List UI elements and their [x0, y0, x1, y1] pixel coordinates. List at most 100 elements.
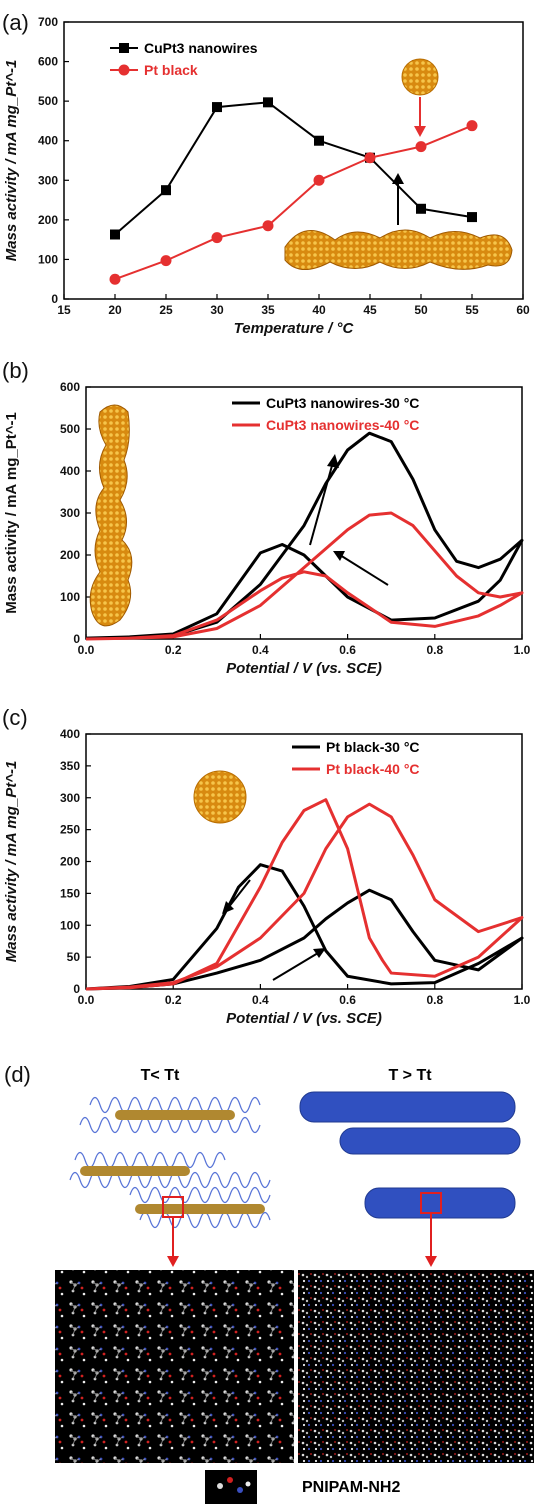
- series-line-2: [85, 511, 524, 641]
- y-tick-label: 0: [73, 982, 80, 996]
- series-a: [109, 97, 478, 285]
- x-tick-label: 0.8: [426, 643, 443, 657]
- black-arrowhead-a: [392, 173, 404, 184]
- y-tick-label: 0: [73, 632, 80, 646]
- data-point: [262, 220, 274, 232]
- legend-marker: [118, 64, 130, 76]
- data-point: [416, 203, 426, 214]
- legend-label: CuPt3 nanowires-30 °C: [266, 395, 419, 411]
- legend-a: CuPt3 nanowires Pt black: [110, 40, 258, 78]
- legend-label: Pt black-30 °C: [326, 739, 420, 755]
- high-temperature-label: T > Tt: [388, 1067, 432, 1084]
- forward-arrowhead-b: [327, 454, 339, 468]
- collapsed-chain-molecular-view: [298, 1270, 534, 1463]
- data-point: [109, 273, 121, 285]
- series-line-1: [85, 431, 524, 640]
- y-tick-label: 200: [60, 548, 80, 562]
- y-tick-label: 300: [60, 791, 80, 805]
- y-tick-label: 100: [60, 590, 80, 604]
- x-tick-label: 0.6: [339, 993, 356, 1007]
- data-point: [263, 97, 273, 108]
- extended-chain-molecular-view: [55, 1270, 294, 1463]
- series-line-1: [85, 863, 524, 991]
- x-tick-label: 30: [210, 303, 224, 317]
- panel-b: (b) 0.0 0.2 0.4 0.6 0.8 1.0 0 100 200 300 400 500 60…: [2, 358, 531, 677]
- legend-b: CuPt3 nanowires-30 °C CuPt3 nanowires-40 …: [232, 395, 419, 433]
- series-c: [85, 798, 524, 991]
- x-axis-label-a: Temperature / °C: [234, 320, 355, 337]
- x-tick-label: 0.2: [165, 993, 182, 1007]
- x-tick-label: 1.0: [514, 643, 531, 657]
- series-b: [85, 431, 524, 641]
- panel-b-letter: (b): [2, 358, 29, 383]
- x-axis-label-c: Potential / V (vs. SCE): [226, 1010, 382, 1027]
- legend-label: Pt black: [144, 62, 198, 78]
- low-temperature-label: T< Tt: [141, 1067, 180, 1084]
- ticks-a: 15 20 25 30 35 40 45 50 55 6001002003004005006007…: [38, 15, 530, 317]
- x-tick-label: 55: [465, 303, 479, 317]
- panel-a: (a) 15 20 25 30 35 40 45 50 55 600100200300400500…: [2, 10, 530, 337]
- plot-frame-c: [85, 733, 523, 990]
- data-point: [415, 141, 427, 153]
- y-tick-label: 400: [38, 134, 58, 148]
- data-point: [466, 120, 478, 132]
- panel-d-letter: (d): [4, 1062, 31, 1087]
- y-tick-label: 400: [60, 464, 80, 478]
- forward-sweep-arrow-c: [272, 952, 319, 981]
- molecule-icon: [205, 1470, 257, 1504]
- red-arrowhead-a: [414, 126, 426, 137]
- y-axis-label-c: Mass activity / mA mg_Pt^-1: [3, 761, 20, 963]
- y-tick-label: 250: [60, 823, 80, 837]
- zoom-arrowhead-right: [425, 1256, 437, 1267]
- legend-label: CuPt3 nanowires: [144, 40, 258, 56]
- series-line-2: [114, 124, 473, 281]
- extended-polymer-nanowires: [69, 1096, 271, 1229]
- y-tick-label: 150: [60, 886, 80, 900]
- ticks-c: 0.0 0.2 0.4 0.6 0.8 1.0 0 50 100 150 200 250 300 350 4…: [60, 727, 531, 1007]
- x-tick-label: 50: [414, 303, 428, 317]
- series-line-1: [114, 101, 473, 236]
- panel-a-letter: (a): [2, 10, 29, 35]
- data-point: [313, 174, 325, 186]
- x-tick-label: 15: [57, 303, 71, 317]
- data-point: [211, 232, 223, 244]
- data-point: [314, 135, 324, 146]
- series-line-2: [85, 798, 524, 991]
- data-point: [212, 102, 222, 113]
- collapsed-polymer-nanowires: [299, 1091, 521, 1219]
- x-tick-label: 25: [159, 303, 173, 317]
- y-tick-label: 100: [38, 252, 58, 266]
- x-tick-label: 35: [261, 303, 275, 317]
- y-tick-label: 300: [38, 173, 58, 187]
- panel-c-letter: (c): [2, 705, 28, 730]
- y-tick-label: 100: [60, 918, 80, 932]
- x-tick-label: 20: [108, 303, 122, 317]
- legend-c: Pt black-30 °C Pt black-40 °C: [292, 739, 420, 777]
- y-tick-label: 500: [60, 422, 80, 436]
- y-tick-label: 600: [60, 380, 80, 394]
- data-point: [161, 185, 171, 196]
- x-tick-label: 45: [363, 303, 377, 317]
- y-tick-label: 0: [51, 292, 58, 306]
- data-point: [160, 255, 172, 267]
- nanowire-illustration-a: [284, 229, 513, 270]
- y-tick-label: 300: [60, 506, 80, 520]
- x-axis-label-b: Potential / V (vs. SCE): [226, 660, 382, 677]
- backward-arrowhead-b: [333, 551, 345, 561]
- y-tick-label: 600: [38, 55, 58, 69]
- y-tick-label: 350: [60, 759, 80, 773]
- ticks-b: 0.0 0.2 0.4 0.6 0.8 1.0 0 100 200 300 400 500 600: [60, 380, 531, 657]
- nanoparticle-illustration-c: [193, 770, 247, 824]
- nanowire-illustration-b: [89, 404, 133, 627]
- backward-sweep-arrow-c: [227, 879, 251, 909]
- x-tick-label: 40: [312, 303, 326, 317]
- forward-arrowhead-c: [313, 948, 326, 958]
- forward-sweep-arrow-b: [309, 461, 334, 546]
- y-tick-label: 700: [38, 15, 58, 29]
- x-tick-label: 0.4: [252, 643, 269, 657]
- x-tick-label: 1.0: [514, 993, 531, 1007]
- y-axis-label-b: Mass activity / mA mg_Pt^-1: [3, 412, 20, 614]
- x-tick-label: 0.0: [78, 993, 95, 1007]
- y-tick-label: 400: [60, 727, 80, 741]
- legend-label: CuPt3 nanowires-40 °C: [266, 417, 419, 433]
